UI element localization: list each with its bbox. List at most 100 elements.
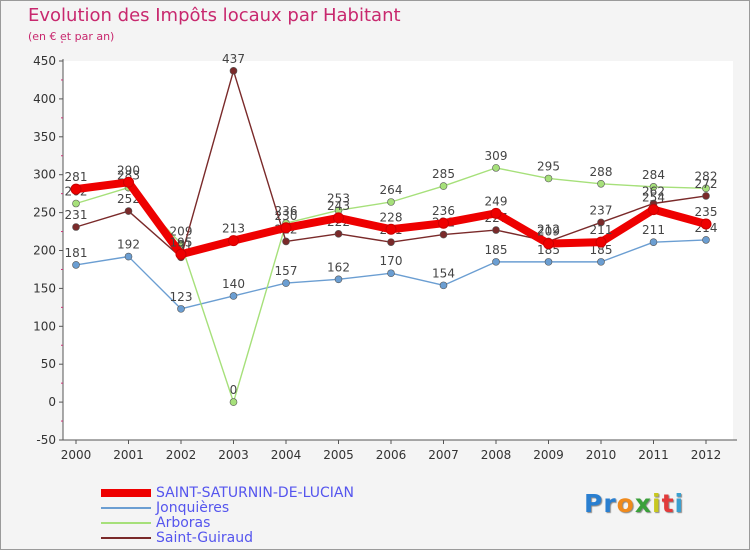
logo-letter: P bbox=[584, 489, 604, 518]
data-label: 123 bbox=[170, 290, 193, 304]
data-label: 309 bbox=[485, 149, 508, 163]
data-label: 140 bbox=[222, 277, 245, 291]
data-point bbox=[492, 226, 500, 234]
data-point bbox=[492, 258, 500, 266]
y-tick-label: 150 bbox=[33, 281, 56, 295]
x-tick-label: 2001 bbox=[113, 448, 144, 462]
data-point bbox=[229, 398, 238, 406]
x-tick-label: 2005 bbox=[323, 448, 354, 462]
data-label: 262 bbox=[642, 185, 665, 199]
data-point bbox=[649, 238, 658, 246]
x-tick-label: 2010 bbox=[586, 448, 617, 462]
data-point bbox=[490, 207, 502, 219]
legend-swatch bbox=[101, 537, 151, 539]
data-point bbox=[334, 275, 343, 284]
y-tick-label: 250 bbox=[33, 206, 56, 220]
data-point bbox=[229, 67, 238, 75]
y-tick-label: 400 bbox=[33, 92, 56, 106]
legend-label: SAINT-SATURNIN-DE-LUCIAN bbox=[156, 485, 354, 501]
data-label: 157 bbox=[275, 264, 298, 278]
data-point bbox=[229, 292, 238, 300]
data-point bbox=[649, 183, 658, 191]
data-point bbox=[124, 252, 133, 261]
y-tick-label: 450 bbox=[33, 54, 56, 68]
data-point bbox=[123, 176, 134, 188]
data-point bbox=[544, 174, 553, 183]
data-point bbox=[387, 238, 395, 246]
data-label: 228 bbox=[380, 210, 403, 224]
data-point bbox=[280, 222, 292, 234]
x-tick-label: 2008 bbox=[481, 448, 512, 462]
y-tick-label: 0 bbox=[48, 395, 56, 409]
y-tick-label: 100 bbox=[33, 319, 56, 333]
data-point bbox=[333, 212, 344, 224]
data-point bbox=[72, 199, 80, 208]
data-point bbox=[282, 279, 290, 287]
data-label: 185 bbox=[485, 243, 508, 257]
legend-swatch bbox=[101, 522, 151, 524]
data-point bbox=[385, 223, 397, 235]
chart-subtitle: (en € et par an) bbox=[28, 30, 115, 43]
data-point bbox=[492, 164, 500, 172]
data-point bbox=[124, 207, 133, 215]
data-label: 285 bbox=[432, 167, 455, 181]
data-label: 288 bbox=[590, 165, 613, 179]
data-point bbox=[544, 258, 553, 266]
y-tick-label: 50 bbox=[41, 357, 56, 371]
data-label: 237 bbox=[590, 203, 613, 217]
data-label: 236 bbox=[275, 204, 298, 218]
data-point bbox=[439, 281, 448, 290]
data-label: 235 bbox=[695, 205, 718, 219]
data-point bbox=[597, 258, 605, 266]
data-label: 284 bbox=[642, 168, 665, 182]
data-point bbox=[177, 305, 185, 313]
data-label: 243 bbox=[327, 199, 350, 213]
data-point bbox=[702, 184, 710, 193]
legend-item-jonquieres: Jonquières bbox=[101, 500, 229, 516]
data-point bbox=[72, 261, 80, 269]
legend-item-arboras: Arboras bbox=[101, 515, 210, 531]
chart-title: Evolution des Impôts locaux par Habitant bbox=[28, 5, 401, 26]
x-tick-label: 2012 bbox=[691, 448, 722, 462]
x-tick-label: 2007 bbox=[428, 448, 459, 462]
data-label: 290 bbox=[117, 163, 140, 177]
logo-letter: i bbox=[674, 489, 685, 518]
data-point bbox=[439, 182, 448, 190]
data-point bbox=[700, 218, 712, 230]
data-point bbox=[175, 248, 187, 260]
data-label: 181 bbox=[65, 246, 88, 260]
data-point bbox=[72, 223, 80, 231]
data-label: 437 bbox=[222, 52, 245, 66]
y-tick-label: 300 bbox=[33, 168, 56, 182]
data-label: 231 bbox=[65, 208, 88, 222]
data-label: 282 bbox=[695, 169, 718, 183]
data-point bbox=[597, 179, 605, 188]
legend-label: Jonquières bbox=[156, 500, 230, 516]
data-label: 195 bbox=[170, 235, 193, 249]
data-label: 230 bbox=[275, 209, 298, 223]
data-label: 211 bbox=[642, 223, 665, 237]
data-label: 213 bbox=[222, 222, 245, 236]
data-label: 253 bbox=[327, 191, 350, 205]
logo-letter: t bbox=[661, 489, 675, 518]
legend-label: Arboras bbox=[156, 515, 211, 531]
data-label: 0 bbox=[230, 383, 238, 397]
legend-label: Saint-Guiraud bbox=[156, 530, 253, 546]
data-label: 209 bbox=[537, 225, 560, 239]
x-tick-label: 2002 bbox=[166, 448, 197, 462]
proxiti-logo: Proxiti bbox=[584, 489, 684, 518]
data-point bbox=[228, 235, 239, 247]
data-point bbox=[334, 230, 343, 238]
logo-letter: o bbox=[616, 489, 635, 518]
data-point bbox=[595, 236, 607, 248]
data-point bbox=[702, 236, 710, 244]
data-label: 236 bbox=[432, 204, 455, 218]
x-tick-label: 2006 bbox=[376, 448, 407, 462]
x-tick-label: 2000 bbox=[61, 448, 92, 462]
data-label: 211 bbox=[590, 223, 613, 237]
legend-swatch bbox=[101, 507, 151, 509]
y-tick-label: -50 bbox=[36, 433, 56, 447]
data-point bbox=[702, 192, 710, 200]
logo-letter: r bbox=[603, 489, 617, 518]
